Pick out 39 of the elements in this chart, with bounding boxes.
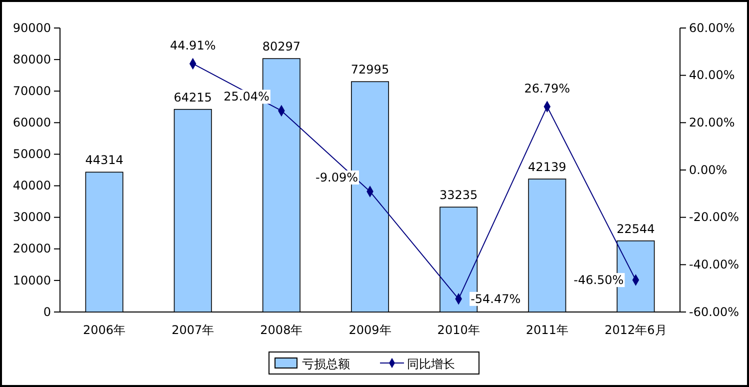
data-label: 44314 xyxy=(85,153,124,168)
data-label: -54.47% xyxy=(470,292,521,306)
y-tick-label: 70000 xyxy=(12,84,51,98)
data-label: 80297 xyxy=(262,40,301,54)
x-tick-label: 2007年 xyxy=(172,323,214,338)
y2-tick-label: -20.00% xyxy=(689,210,740,224)
data-label: 26.79% xyxy=(524,82,570,96)
y2-tick-label: 20.00% xyxy=(689,116,735,130)
y-tick-label: 30000 xyxy=(12,210,51,224)
data-label: 64215 xyxy=(174,90,212,104)
data-label: 22544 xyxy=(616,222,655,236)
legend-label: 同比增长 xyxy=(407,357,455,371)
y2-tick-label: 60.00% xyxy=(689,20,735,35)
data-label: 25.04% xyxy=(224,90,270,104)
data-label: 42139 xyxy=(528,160,566,174)
x-tick-label: 2011年 xyxy=(526,323,568,338)
x-tick-label: 2008年 xyxy=(260,323,303,338)
data-label: -9.09% xyxy=(316,170,358,185)
data-label: -46.50% xyxy=(574,273,624,288)
legend-label: 亏损总额 xyxy=(302,357,350,371)
data-label: 33235 xyxy=(439,188,478,202)
y2-tick-label: -40.00% xyxy=(689,258,740,272)
x-tick-label: 2010年 xyxy=(437,323,480,338)
x-tick-label: 2006年 xyxy=(83,323,126,338)
y2-tick-label: 0.00% xyxy=(689,162,728,177)
x-tick-label: 2012年6月 xyxy=(604,323,667,338)
x-tick-label: 2009年 xyxy=(348,323,392,338)
y-tick-label: 10000 xyxy=(12,273,51,288)
data-label: 44.91% xyxy=(170,38,216,53)
y-tick-label: 50000 xyxy=(12,147,51,162)
y-tick-label: 40000 xyxy=(12,178,51,193)
data-label: 72995 xyxy=(350,62,390,77)
y-tick-label: 20000 xyxy=(12,242,51,256)
y2-tick-label: 40.00% xyxy=(689,68,735,82)
y2-tick-label: -60.00% xyxy=(689,304,740,319)
y-tick-label: 90000 xyxy=(12,20,51,35)
y-tick-label: 0 xyxy=(43,304,51,319)
y-tick-label: 60000 xyxy=(12,116,51,130)
y-tick-label: 80000 xyxy=(12,52,51,66)
